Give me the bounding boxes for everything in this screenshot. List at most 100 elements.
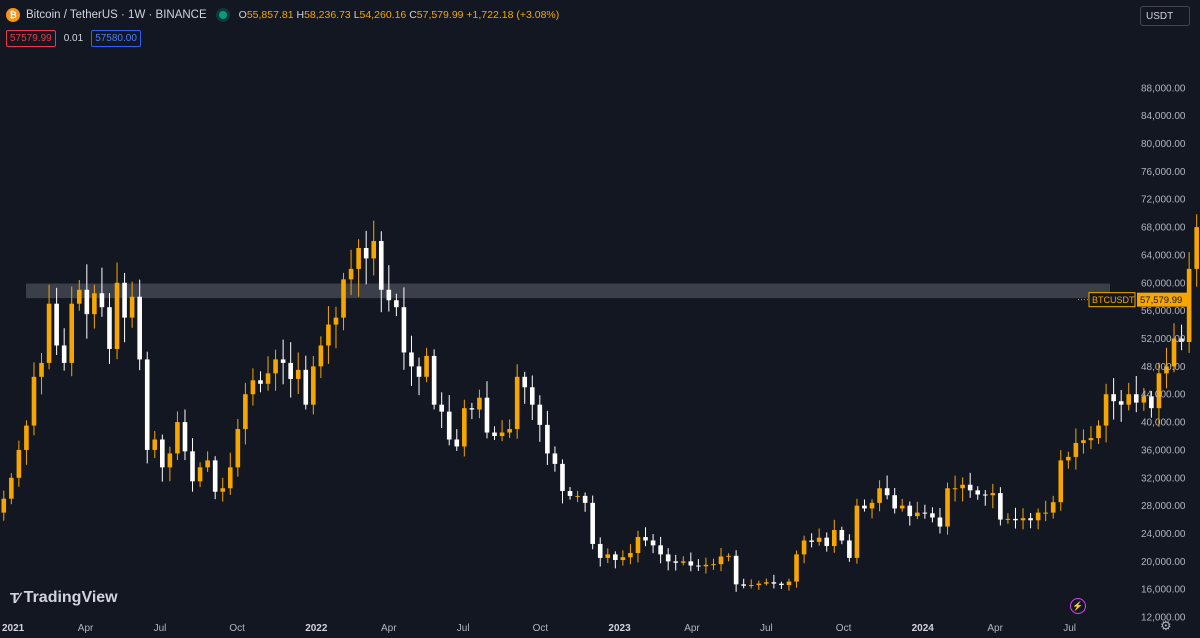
candle-body [371,241,377,259]
y-tick-label: 76,000.00 [1141,167,1186,178]
candle-body [439,404,444,412]
candle-body [394,300,399,308]
x-tick-label: Jul [154,623,167,634]
symbol-tag-label: BTCUSDT [1092,295,1135,305]
candle-body [801,540,807,555]
candle-body [288,362,293,379]
candle-body [960,484,965,489]
candle-body [643,536,648,541]
candle-body [1133,394,1139,403]
candle-body [824,537,830,547]
candle-body [499,432,505,437]
x-tick-label: 2022 [305,623,328,634]
candle-body [401,307,407,353]
currency-selector[interactable]: USDT [1140,6,1190,26]
ohlc-readout: O55,857.81 H58,236.73 L54,260.16 C57,579… [239,9,560,21]
candle-body [982,494,988,496]
x-tick-label: Jul [457,623,470,634]
last-price-box [1137,292,1189,307]
y-tick-label: 48,000.00 [1141,362,1186,373]
candle-body [567,491,573,496]
candle-body [409,352,414,367]
candle-body [220,488,226,492]
candle-body [378,241,384,290]
candle-body [809,540,814,542]
candle-body [884,488,890,496]
y-tick-label: 40,000.00 [1141,418,1186,429]
candle-body [1043,512,1048,514]
candle-body [945,488,950,527]
candle-body [341,279,346,318]
candle-body [1096,425,1101,439]
candle-body [61,345,67,363]
candle-body [462,408,467,447]
candle-body [756,583,762,586]
candle-body [869,502,875,509]
candle-body [333,317,339,325]
y-tick-label: 88,000.00 [1141,83,1186,94]
symbol-tag-box [1088,292,1136,308]
candle-body [1186,268,1192,342]
candle-body [975,490,981,495]
candle-body [1149,396,1154,409]
candle-body [99,293,105,308]
candle-body [197,467,203,482]
low-value: 54,260.16 [359,9,407,21]
candle-body [816,537,822,542]
lightning-icon[interactable]: ⚡ [1070,598,1086,614]
candle-body [998,493,1003,520]
x-tick-label: Jul [760,623,773,634]
candle-body [877,488,882,503]
candle-body [665,554,671,562]
candle-body [1088,438,1094,441]
tradingview-logo[interactable]: T∕ TradingView [10,589,118,607]
candle-body [1164,366,1169,374]
candle-body [1171,338,1177,367]
x-tick-label: 2024 [912,623,935,634]
candle-body [258,380,263,384]
candle-body [1058,460,1064,503]
candle-body [794,554,799,582]
symbol-header: ₿ Bitcoin / TetherUS · 1W · BINANCE O55,… [6,8,559,22]
candle-body [899,505,905,509]
x-tick-label: Apr [684,623,700,634]
candle-body [31,376,37,426]
candle-body [122,282,127,318]
candle-body [92,293,97,315]
candle-body [786,581,792,586]
candle-body [1111,394,1116,402]
candle-body [1081,440,1086,443]
x-tick-label: Apr [381,623,397,634]
buy-price-button[interactable]: 57580.00 [91,30,141,47]
candle-body [1,498,7,513]
candle-body [446,411,452,440]
candle-body [205,460,210,468]
candle-body [318,345,324,367]
candle-body [696,565,701,567]
candle-body [144,359,150,450]
candle-body [952,488,958,490]
y-tick-label: 80,000.00 [1141,139,1186,150]
gear-icon[interactable]: ⚙ [1160,618,1172,633]
candle-body [1141,396,1147,403]
candle-body [129,296,135,318]
last-price-label: 57,579.99 [1140,295,1182,306]
sell-price-button[interactable]: 57579.99 [6,30,56,47]
candle-body [326,324,331,346]
candle-body [522,376,528,388]
candle-body [892,495,897,509]
y-tick-label: 60,000.00 [1141,278,1186,289]
candle-body [507,429,512,433]
candle-body [1066,456,1071,461]
candle-body [1156,373,1162,409]
x-tick-label: Oct [533,623,549,634]
candle-layer [1,214,1199,592]
symbol-title[interactable]: Bitcoin / TetherUS · 1W · BINANCE [26,9,207,21]
y-tick-label: 16,000.00 [1141,585,1186,596]
x-tick-label: 2023 [608,623,631,634]
y-tick-label: 56,000.00 [1141,306,1186,317]
change-value: +1,722.18 (+3.08%) [466,9,560,21]
x-tick-label: Apr [78,623,94,634]
candle-body [680,561,686,563]
